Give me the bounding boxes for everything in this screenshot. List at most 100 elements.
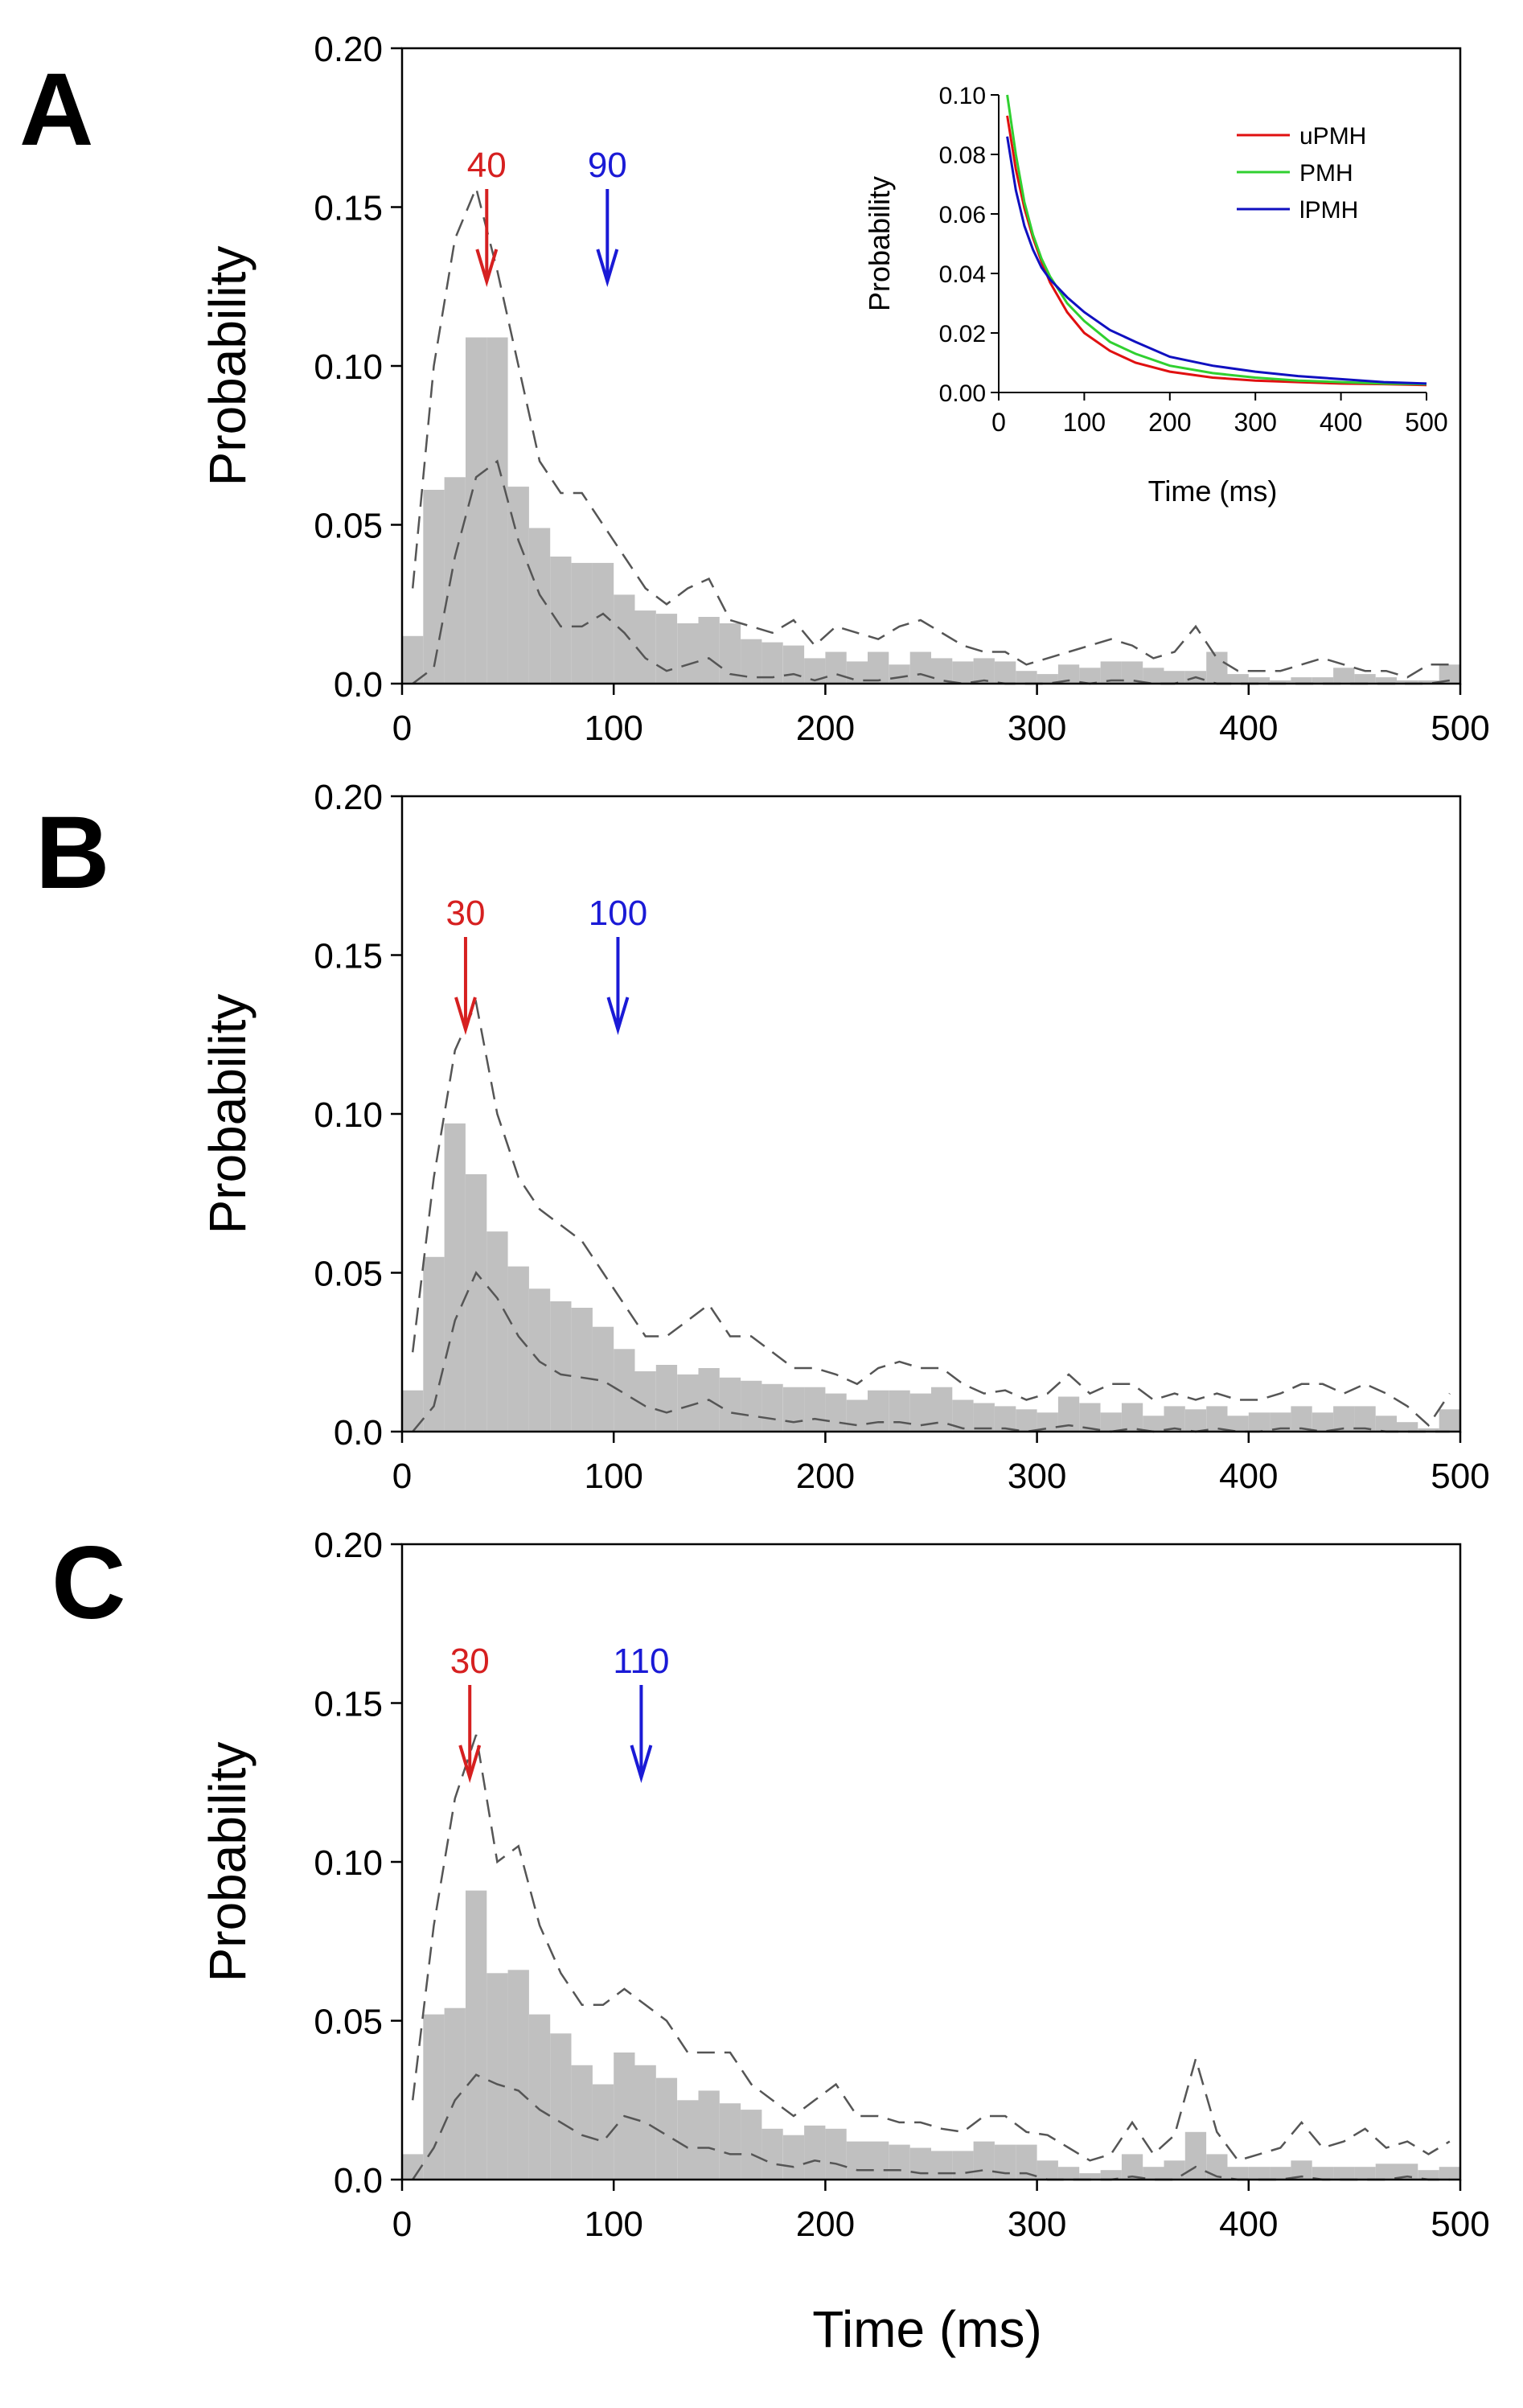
- y-tick-label: 0.20: [314, 778, 383, 817]
- histogram-bar: [931, 2151, 953, 2180]
- histogram-bar: [719, 1377, 741, 1432]
- histogram-bar: [804, 1387, 826, 1432]
- histogram-bar: [1375, 1416, 1397, 1432]
- inset-y-tick-label: 0.02: [939, 321, 986, 347]
- histogram-bar: [1184, 1409, 1207, 1432]
- histogram-bar: [1354, 674, 1376, 684]
- histogram-bar: [909, 651, 931, 684]
- y-tick-label: 0.20: [314, 30, 383, 69]
- histogram-bar: [1206, 1406, 1228, 1432]
- histogram-bar: [762, 1383, 783, 1432]
- y-tick-label: 0.15: [314, 937, 383, 976]
- histogram-bar: [677, 623, 699, 684]
- histogram-bar: [995, 1406, 1016, 1432]
- histogram-bar: [825, 1393, 847, 1432]
- histogram-bar: [1121, 1403, 1143, 1432]
- histogram-bar: [592, 562, 614, 684]
- histogram-bar: [1248, 1412, 1271, 1432]
- histogram-bar: [655, 1365, 678, 1432]
- inset-legend-label: lPMH: [1299, 197, 1358, 224]
- histogram-bar: [973, 658, 995, 684]
- x-tick-label: 100: [584, 1457, 642, 1496]
- x-tick-label: 200: [796, 2205, 855, 2244]
- histogram-bar: [1248, 677, 1271, 684]
- histogram-bar: [782, 2135, 805, 2180]
- x-tick-label: 300: [1008, 1457, 1066, 1496]
- histogram-bar: [1439, 2167, 1460, 2180]
- x-tick-label: 200: [796, 1457, 855, 1496]
- histogram-bar: [444, 2007, 466, 2180]
- inset-x-tick-label: 0: [991, 408, 1006, 437]
- x-tick-label: 500: [1431, 2205, 1489, 2244]
- histogram-bar: [846, 2141, 868, 2180]
- lower-envelope-line: [412, 2073, 1450, 2181]
- x-tick-label: 0: [392, 1457, 412, 1496]
- histogram-bar: [1079, 1403, 1101, 1432]
- histogram-bar: [1143, 1416, 1164, 1432]
- histogram-bar: [1206, 2154, 1228, 2180]
- x-tick-label: 500: [1431, 1457, 1489, 1496]
- histogram-bar: [698, 2090, 720, 2180]
- histogram-bar: [507, 1970, 529, 2180]
- inset-x-axis-label: Time (ms): [1148, 475, 1278, 507]
- histogram-bar: [1057, 664, 1080, 684]
- x-tick-label: 300: [1008, 709, 1066, 748]
- histogram-bar: [486, 337, 508, 684]
- x-tick-label: 300: [1008, 2205, 1066, 2244]
- y-axis-label: Probability: [199, 994, 257, 1235]
- histogram-bar: [1375, 677, 1397, 684]
- histogram-bar: [762, 2128, 783, 2180]
- histogram-bar: [1164, 2160, 1185, 2180]
- histogram-bar: [846, 1399, 868, 1432]
- histogram-bar: [931, 658, 953, 684]
- histogram-bar: [1143, 668, 1164, 684]
- histogram-bar: [614, 1349, 635, 1432]
- histogram-bar: [719, 2103, 741, 2180]
- histogram-bar: [782, 645, 805, 684]
- inset-y-tick-label: 0.04: [939, 261, 986, 288]
- histogram-bar: [868, 1390, 889, 1432]
- histogram-bar: [1016, 671, 1037, 684]
- histogram-bar: [466, 337, 487, 684]
- histogram-bar: [1418, 680, 1439, 684]
- histogram-bar: [444, 477, 466, 684]
- histogram-bar: [995, 2144, 1016, 2180]
- y-tick-label: 0.05: [314, 2003, 383, 2042]
- histogram-bar: [528, 2014, 551, 2180]
- panel-a-inset: 0 100 200 300 400 500 0.00 0.02 0.04 0.06 0.08 0.10…: [863, 83, 1448, 507]
- y-tick-label: 0.15: [314, 189, 383, 228]
- panel-letter-a: A: [19, 52, 93, 167]
- histogram-bar: [1397, 1422, 1418, 1432]
- histogram-bar: [1227, 674, 1249, 684]
- inset-y-tick-label: 0.06: [939, 202, 986, 228]
- histogram-bar: [571, 562, 593, 684]
- histogram-bar: [1121, 2154, 1143, 2180]
- upper-envelope-line: [411, 999, 1451, 1427]
- y-axis-label: Probability: [199, 246, 257, 487]
- histogram-bar: [1164, 1406, 1185, 1432]
- x-tick-label: 200: [796, 709, 855, 748]
- histogram-bar: [1418, 2170, 1439, 2180]
- histogram-bar: [868, 651, 889, 684]
- lower-envelope-line: [412, 1271, 1450, 1433]
- mode-annotation-label: 30: [445, 894, 485, 933]
- inset-x-tick-label: 100: [1063, 408, 1106, 437]
- histogram-bar: [973, 1403, 995, 1432]
- histogram-bar: [466, 1174, 487, 1432]
- y-tick-label: 0.10: [314, 1843, 383, 1883]
- histogram-bar: [1100, 1412, 1122, 1432]
- inset-y-tick-label: 0.00: [939, 380, 986, 407]
- y-tick-label: 0.05: [314, 507, 383, 546]
- mode-annotation-label: 30: [450, 1642, 490, 1681]
- histogram-bar: [1397, 680, 1418, 684]
- histogram-bar: [741, 2110, 762, 2180]
- histogram-bar: [1291, 1406, 1312, 1432]
- mean-arrow-head: [596, 249, 619, 287]
- histogram-bar: [1037, 674, 1058, 684]
- inset-x-tick-label: 500: [1405, 408, 1447, 437]
- histogram-bar: [1291, 2160, 1312, 2180]
- inset-x-tick-label: 300: [1234, 408, 1277, 437]
- histogram-bar: [1227, 2167, 1249, 2180]
- histogram-bar: [1248, 2167, 1271, 2180]
- histogram-bar: [1333, 1406, 1355, 1432]
